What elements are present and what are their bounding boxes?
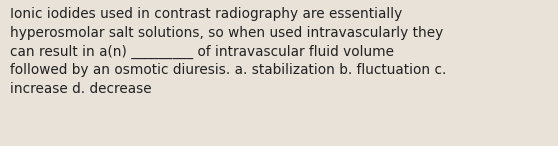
Text: Ionic iodides used in contrast radiography are essentially
hyperosmolar salt sol: Ionic iodides used in contrast radiograp… [10,7,446,96]
